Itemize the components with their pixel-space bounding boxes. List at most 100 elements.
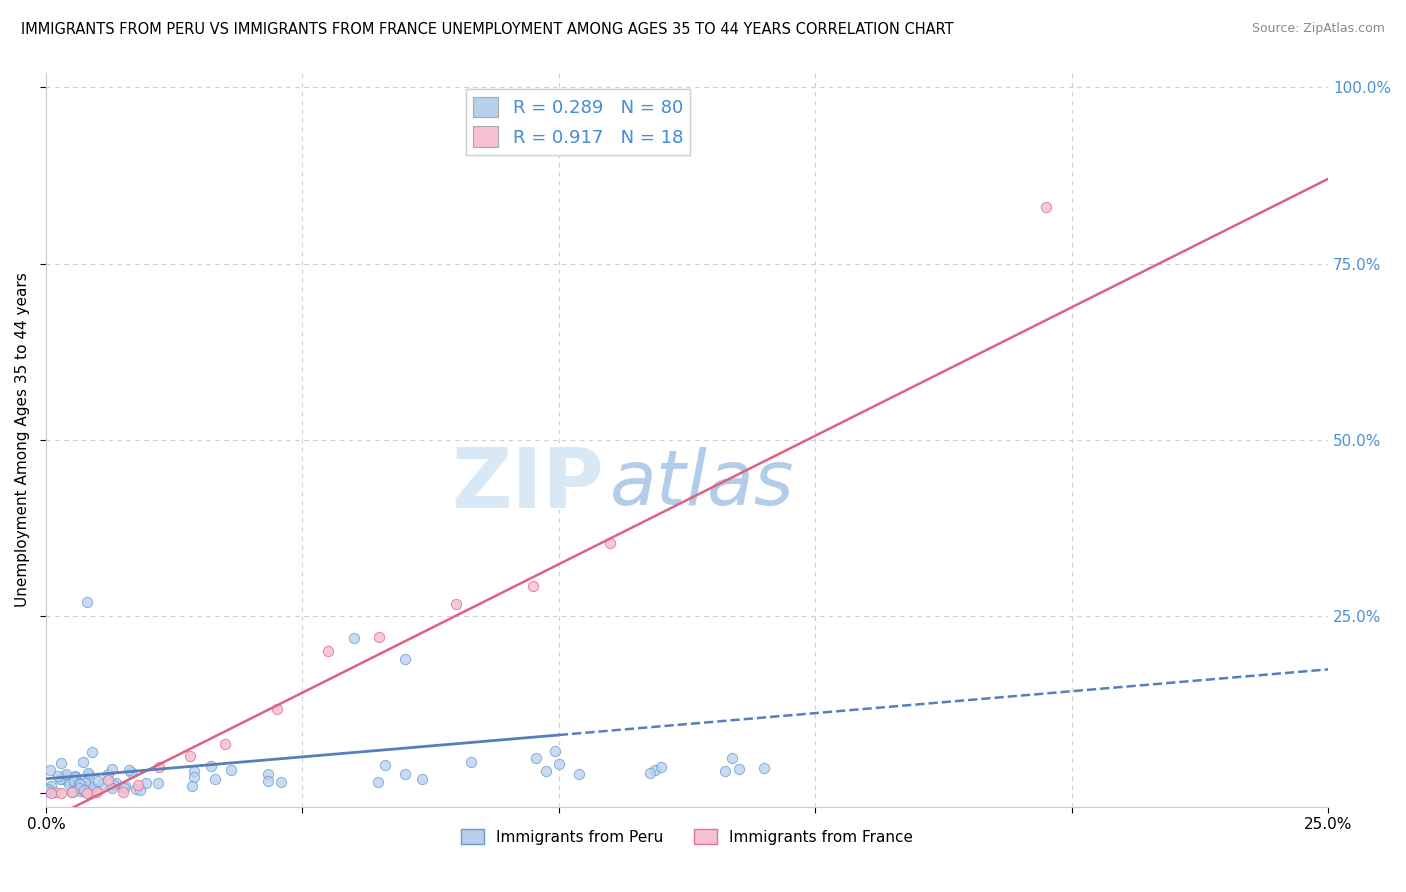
Point — [76, 595, 98, 609]
Point — [77, 767, 100, 781]
Point — [394, 766, 416, 780]
Point — [650, 760, 672, 774]
Point — [55, 766, 77, 780]
Text: ZIP: ZIP — [451, 443, 603, 524]
Point — [75, 784, 97, 798]
Point — [49, 772, 72, 786]
Point — [37, 782, 59, 797]
Point — [524, 750, 547, 764]
Point — [86, 785, 108, 799]
Point — [44, 785, 66, 799]
Point — [534, 764, 557, 778]
Point — [219, 763, 242, 777]
Point — [96, 772, 118, 787]
Point — [73, 782, 96, 797]
Point — [39, 780, 62, 794]
Point — [63, 770, 86, 784]
Y-axis label: Unemployment Among Ages 35 to 44 years: Unemployment Among Ages 35 to 44 years — [15, 273, 30, 607]
Point — [56, 773, 79, 788]
Point — [127, 778, 149, 792]
Legend: R = 0.289   N = 80, R = 0.917   N = 18: R = 0.289 N = 80, R = 0.917 N = 18 — [465, 89, 690, 154]
Point — [183, 764, 205, 778]
Point — [84, 782, 107, 797]
Point — [91, 777, 114, 791]
Point — [101, 762, 124, 776]
Point — [644, 763, 666, 777]
Point — [69, 784, 91, 798]
Point — [73, 783, 96, 797]
Point — [638, 766, 661, 780]
Point — [180, 779, 202, 793]
Point — [446, 597, 468, 611]
Point — [53, 769, 76, 783]
Point — [63, 773, 86, 788]
Point — [256, 774, 278, 789]
Point — [72, 755, 94, 769]
Point — [97, 767, 120, 781]
Point — [39, 786, 62, 800]
Point — [118, 763, 141, 777]
Point — [568, 767, 591, 781]
Point — [80, 745, 103, 759]
Point — [135, 776, 157, 790]
Point — [77, 779, 100, 793]
Point — [411, 772, 433, 786]
Point — [65, 769, 87, 783]
Point — [87, 774, 110, 789]
Point — [83, 782, 105, 797]
Point — [266, 702, 288, 716]
Point — [367, 774, 389, 789]
Point — [63, 779, 86, 793]
Point — [460, 755, 482, 769]
Point — [76, 786, 98, 800]
Point — [111, 785, 134, 799]
Point — [114, 779, 136, 793]
Point — [49, 756, 72, 770]
Point — [76, 766, 98, 780]
Point — [316, 644, 339, 658]
Point — [721, 750, 744, 764]
Point — [46, 769, 69, 783]
Point — [270, 774, 292, 789]
Point — [129, 782, 152, 797]
Point — [51, 772, 73, 786]
Point — [522, 579, 544, 593]
Point — [67, 776, 90, 790]
Text: atlas: atlas — [610, 447, 794, 521]
Point — [179, 748, 201, 763]
Point — [713, 764, 735, 778]
Text: IMMIGRANTS FROM PERU VS IMMIGRANTS FROM FRANCE UNEMPLOYMENT AMONG AGES 35 TO 44 : IMMIGRANTS FROM PERU VS IMMIGRANTS FROM … — [21, 22, 953, 37]
Point — [599, 535, 621, 549]
Point — [374, 757, 396, 772]
Point — [1035, 200, 1057, 214]
Point — [104, 776, 127, 790]
Point — [204, 772, 226, 786]
Point — [67, 781, 90, 796]
Point — [120, 765, 142, 780]
Point — [73, 775, 96, 789]
Point — [72, 784, 94, 798]
Point — [69, 777, 91, 791]
Point — [60, 785, 83, 799]
Point — [112, 780, 135, 795]
Point — [368, 630, 391, 644]
Point — [752, 762, 775, 776]
Point — [148, 760, 170, 774]
Point — [547, 756, 569, 771]
Point — [544, 744, 567, 758]
Point — [80, 780, 103, 794]
Point — [103, 778, 125, 792]
Point — [39, 763, 62, 777]
Point — [62, 783, 84, 797]
Point — [214, 738, 236, 752]
Point — [60, 785, 83, 799]
Point — [35, 784, 58, 798]
Point — [727, 762, 749, 776]
Point — [101, 780, 124, 795]
Point — [146, 775, 169, 789]
Text: Source: ZipAtlas.com: Source: ZipAtlas.com — [1251, 22, 1385, 36]
Point — [51, 786, 73, 800]
Point — [200, 758, 222, 772]
Point — [125, 782, 148, 797]
Point — [343, 631, 366, 645]
